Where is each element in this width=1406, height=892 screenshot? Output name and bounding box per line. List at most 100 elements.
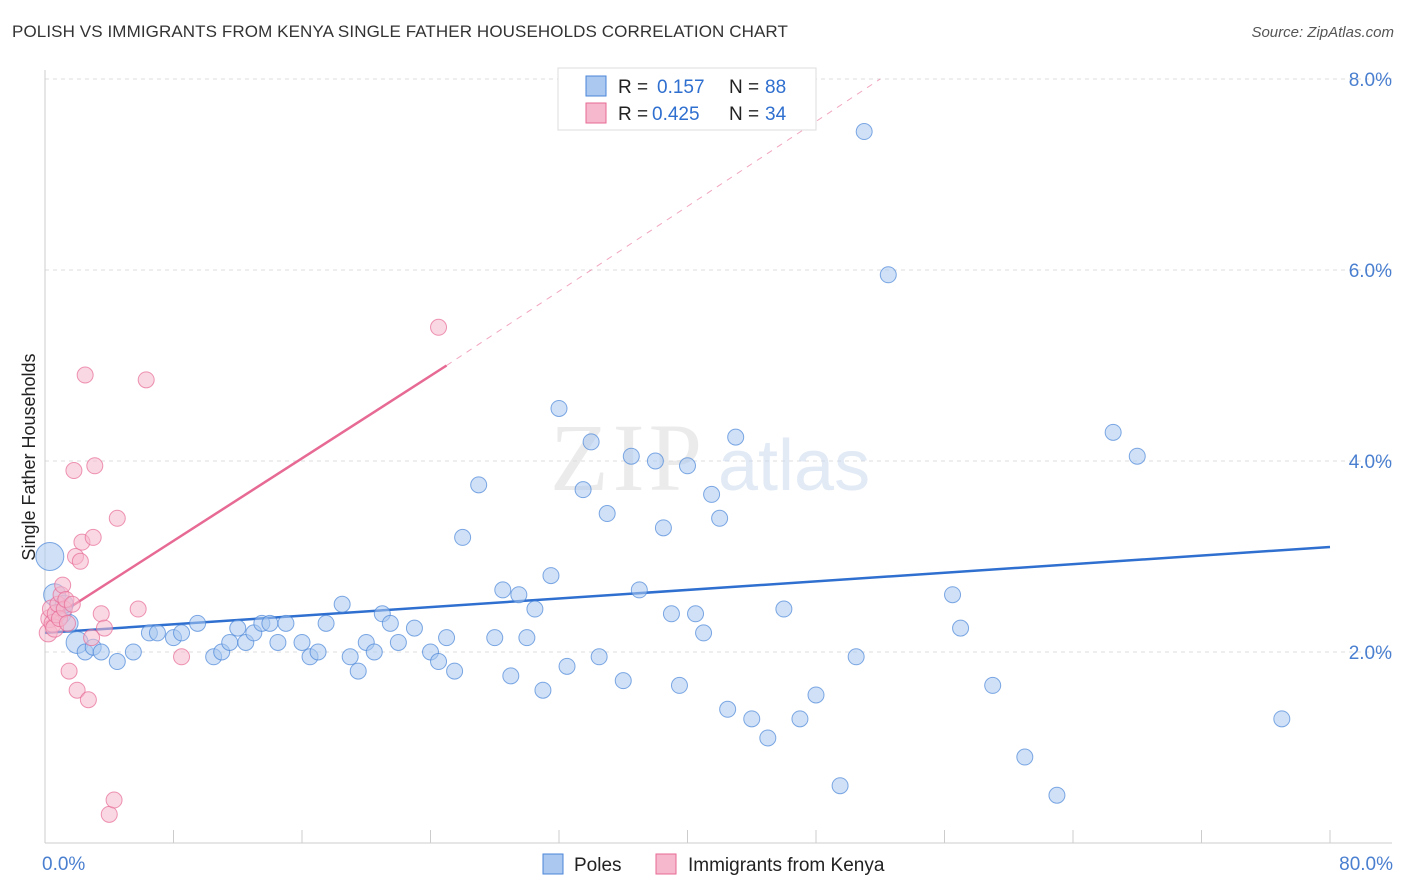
poles-point <box>984 676 1002 694</box>
poles-point <box>630 581 648 599</box>
poles-point <box>333 595 351 613</box>
poles-point <box>189 614 207 632</box>
poles-point <box>1128 447 1146 465</box>
bottom-legend: Poles Immigrants from Kenya <box>542 853 885 876</box>
poles-point <box>662 605 680 623</box>
kenya-point <box>108 509 126 527</box>
legend-swatch-blue <box>585 75 607 97</box>
poles-point <box>494 581 512 599</box>
legend-r-value: 0.425 <box>652 104 700 125</box>
data-points <box>35 123 1291 823</box>
kenya-trend-line <box>44 364 448 625</box>
poles-point <box>614 672 632 690</box>
poles-point <box>550 399 568 417</box>
poles-point <box>269 633 287 651</box>
bottom-legend-label-poles: Poles <box>574 855 622 876</box>
poles-point <box>317 614 335 632</box>
poles-point <box>108 653 126 671</box>
poles-point <box>293 633 311 651</box>
poles-point <box>558 657 576 675</box>
y-tick-label: 4.0% <box>1349 452 1392 473</box>
kenya-point <box>100 805 118 823</box>
poles-point <box>807 686 825 704</box>
kenya-point <box>76 366 94 384</box>
poles-point <box>646 452 664 470</box>
kenya-point <box>68 681 86 699</box>
poles-point <box>534 681 552 699</box>
poles-point <box>791 710 809 728</box>
poles-point <box>518 629 536 647</box>
bottom-legend-swatch-poles <box>542 853 564 875</box>
kenya-point <box>79 691 97 709</box>
axes <box>44 70 1392 844</box>
poles-point <box>944 586 962 604</box>
kenya-point <box>129 600 147 618</box>
poles-point <box>277 614 295 632</box>
poles-point <box>309 643 327 661</box>
poles-point <box>446 662 464 680</box>
poles-point <box>719 700 737 718</box>
poles-point <box>486 629 504 647</box>
kenya-point <box>173 648 191 666</box>
poles-point <box>952 619 970 637</box>
poles-point <box>229 619 247 637</box>
poles-point <box>622 447 640 465</box>
poles-point <box>582 433 600 451</box>
legend-n-value: 34 <box>765 104 787 125</box>
poles-point <box>221 633 239 651</box>
poles-point <box>743 710 761 728</box>
legend-box: R = 0.157 N = 88 R = 0.425 N = 34 <box>557 67 817 131</box>
poles-point <box>405 619 423 637</box>
poles-point <box>879 266 897 284</box>
poles-point <box>574 481 592 499</box>
poles-point <box>855 123 873 141</box>
poles-point <box>341 648 359 666</box>
poles-point <box>1273 710 1291 728</box>
poles-point <box>598 505 616 523</box>
y-tick-label: 8.0% <box>1349 70 1392 91</box>
chart-title: POLISH VS IMMIGRANTS FROM KENYA SINGLE F… <box>12 22 788 41</box>
y-tick-labels: 2.0% 4.0% 6.0% 8.0% <box>1349 70 1392 664</box>
poles-point <box>510 586 528 604</box>
source-label: Source: ZipAtlas.com <box>1251 24 1394 41</box>
kenya-point <box>92 605 110 623</box>
y-axis-label: Single Father Households <box>19 353 39 560</box>
y-tick-label: 6.0% <box>1349 261 1392 282</box>
poles-point <box>124 643 142 661</box>
legend-swatch-pink <box>585 102 607 124</box>
kenya-point <box>54 576 72 594</box>
poles-point <box>1104 423 1122 441</box>
poles-point <box>670 676 688 694</box>
bottom-legend-label-kenya: Immigrants from Kenya <box>688 855 885 876</box>
kenya-point <box>58 614 76 632</box>
legend-r-label: R = <box>618 104 648 125</box>
legend-r-label: R = <box>618 77 648 98</box>
poles-point <box>389 633 407 651</box>
poles-point <box>454 528 472 546</box>
gridlines <box>45 78 1392 653</box>
kenya-point <box>95 619 113 637</box>
x-tick-label: 80.0% <box>1339 854 1393 875</box>
poles-point <box>711 509 729 527</box>
bottom-legend-swatch-kenya <box>655 853 677 875</box>
poles-point <box>430 653 448 671</box>
poles-point <box>92 643 110 661</box>
poles-point <box>847 648 865 666</box>
poles-point <box>679 457 696 475</box>
poles-point <box>775 600 793 618</box>
poles-point <box>727 428 745 446</box>
kenya-point <box>71 552 89 570</box>
x-tick-label: 0.0% <box>42 854 85 875</box>
poles-point <box>470 476 488 494</box>
poles-point <box>542 567 560 585</box>
legend-n-label: N = <box>729 104 759 125</box>
kenya-point <box>430 318 448 336</box>
poles-point <box>438 629 456 647</box>
trend-lines <box>44 78 1331 635</box>
kenya-point <box>105 791 123 809</box>
poles-point <box>349 662 367 680</box>
legend-n-label: N = <box>729 77 759 98</box>
poles-point <box>365 643 383 661</box>
kenya-point <box>60 662 78 680</box>
